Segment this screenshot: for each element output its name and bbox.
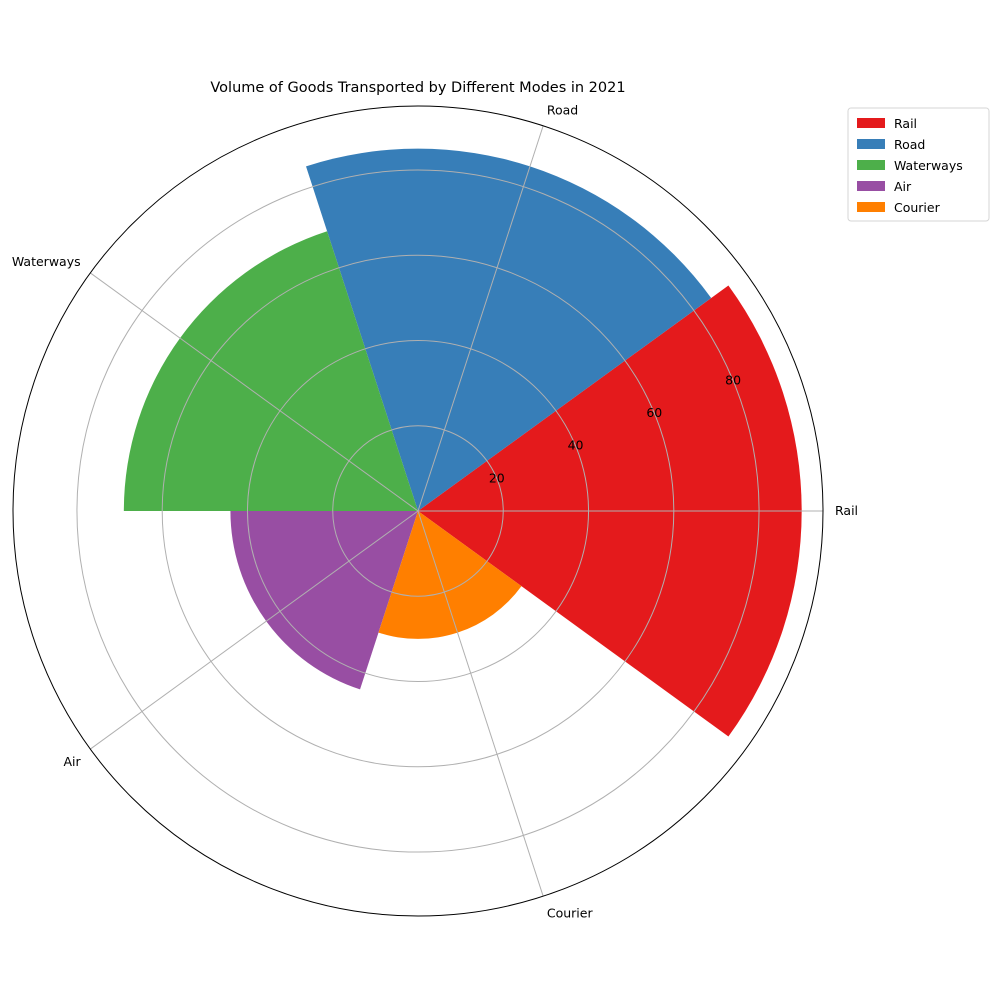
bar-road (306, 148, 712, 511)
grid-spoke-waterways (90, 272, 419, 512)
legend-label-air: Air (894, 179, 912, 194)
grid-layer (12, 105, 824, 917)
r-tick-label-60: 60 (646, 405, 662, 420)
r-tick-label-80: 80 (725, 372, 741, 387)
category-label-road: Road (547, 102, 578, 117)
grid-spoke-road (417, 125, 544, 512)
grid-spoke-air (90, 510, 419, 750)
category-label-air: Air (63, 754, 81, 769)
legend-label-waterways: Waterways (894, 158, 963, 173)
legend-swatch-road (857, 139, 885, 149)
legend: Rail Road Waterways Air Courier (847, 107, 990, 222)
grid-spoke-courier (417, 510, 544, 897)
legend-swatch-waterways (857, 160, 885, 170)
category-label-waterways: Waterways (12, 254, 81, 269)
legend-label-road: Road (894, 137, 925, 152)
chart-title: Volume of Goods Transported by Different… (210, 80, 625, 96)
bars-layer (123, 148, 802, 737)
legend-frame (847, 107, 990, 222)
bar-courier (378, 511, 522, 639)
r-tick-label-40: 40 (568, 438, 584, 453)
legend-label-rail: Rail (894, 116, 917, 131)
category-label-rail: Rail (835, 503, 858, 518)
category-label-courier: Courier (547, 906, 594, 921)
bar-waterways (123, 231, 418, 512)
bar-air (230, 511, 418, 690)
legend-swatch-courier (857, 202, 885, 212)
r-tick-label-20: 20 (489, 470, 505, 485)
legend-swatch-air (857, 181, 885, 191)
legend-label-courier: Courier (894, 200, 941, 215)
labels-layer: 20 40 60 80 Rail Road Waterways Air Courier (12, 102, 858, 920)
legend-swatch-rail (857, 118, 885, 128)
polar-frame (12, 105, 824, 917)
